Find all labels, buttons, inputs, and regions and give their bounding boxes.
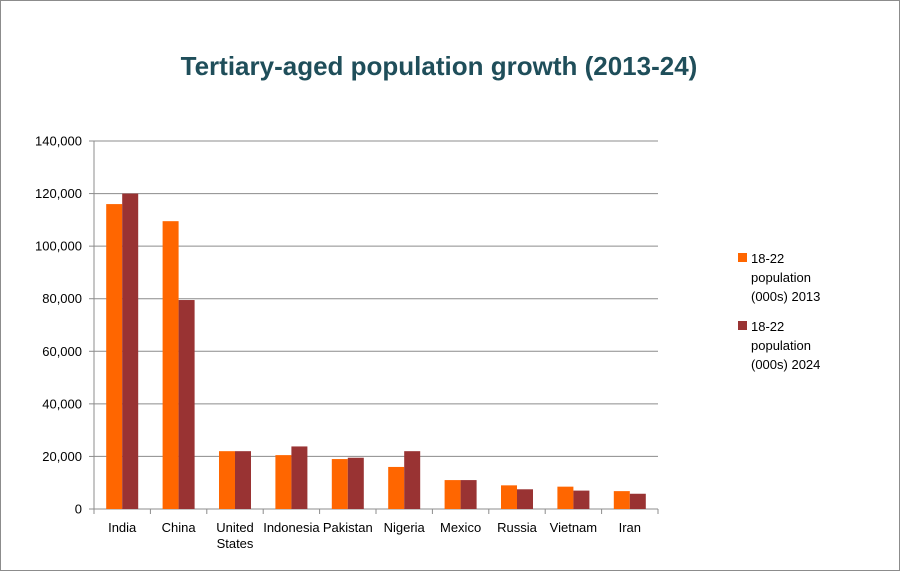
legend-label: 18-22 population (000s) 2013 bbox=[751, 251, 820, 304]
y-tick-label: 20,000 bbox=[42, 449, 82, 464]
bar-united-states-2024 bbox=[235, 451, 251, 509]
legend-swatch bbox=[738, 321, 747, 330]
bar-pakistan-2013 bbox=[331, 459, 348, 509]
bar-united-states-2013 bbox=[219, 451, 235, 509]
y-tick-label: 0 bbox=[75, 502, 82, 517]
bars bbox=[106, 193, 646, 510]
bar-nigeria-2013 bbox=[388, 466, 405, 509]
x-tick-label: China bbox=[162, 520, 197, 535]
y-tick-label: 40,000 bbox=[42, 396, 82, 411]
y-tick-label: 100,000 bbox=[35, 239, 82, 254]
legend-label: 18-22 population (000s) 2024 bbox=[751, 319, 820, 372]
y-tick-label: 140,000 bbox=[35, 134, 82, 149]
bar-indonesia-2013 bbox=[275, 455, 292, 509]
bar-vietnam-2013 bbox=[557, 486, 574, 509]
bar-pakistan-2024 bbox=[347, 457, 364, 509]
bar-nigeria-2024 bbox=[404, 451, 421, 509]
x-tick-label: India bbox=[108, 520, 137, 535]
bar-mexico-2024 bbox=[460, 480, 477, 509]
x-tick-label: Vietnam bbox=[550, 520, 597, 535]
y-tick-label: 60,000 bbox=[42, 344, 82, 359]
x-tick-label: Russia bbox=[497, 520, 538, 535]
legend-swatch bbox=[738, 253, 747, 262]
bar-mexico-2013 bbox=[444, 480, 461, 509]
bar-russia-2024 bbox=[517, 489, 533, 509]
chart-title: Tertiary-aged population growth (2013-24… bbox=[181, 51, 698, 81]
bar-china-2013 bbox=[162, 221, 179, 509]
x-tick-label: Mexico bbox=[440, 520, 481, 535]
x-tick-label: United States bbox=[216, 520, 254, 551]
bar-india-2013 bbox=[106, 204, 123, 510]
bar-iran-2013 bbox=[613, 491, 630, 509]
x-tick-label: Nigeria bbox=[384, 520, 426, 535]
bar-iran-2024 bbox=[629, 493, 646, 509]
bar-vietnam-2024 bbox=[573, 490, 590, 509]
x-tick-label: Pakistan bbox=[323, 520, 373, 535]
bar-russia-2013 bbox=[501, 485, 517, 509]
bar-china-2024 bbox=[178, 300, 195, 509]
y-tick-label: 120,000 bbox=[35, 186, 82, 201]
y-tick-label: 80,000 bbox=[42, 291, 82, 306]
bar-india-2024 bbox=[122, 193, 139, 510]
x-tick-label: Iran bbox=[619, 520, 641, 535]
legend: 18-22 population (000s) 2013 18-22 populatio… bbox=[738, 251, 820, 372]
tick-labels: 0 20,000 40,000 60,000 80,000 100,000 120,000 1… bbox=[35, 134, 641, 552]
x-tick-label: Indonesia bbox=[263, 520, 320, 535]
bar-indonesia-2024 bbox=[291, 446, 308, 509]
